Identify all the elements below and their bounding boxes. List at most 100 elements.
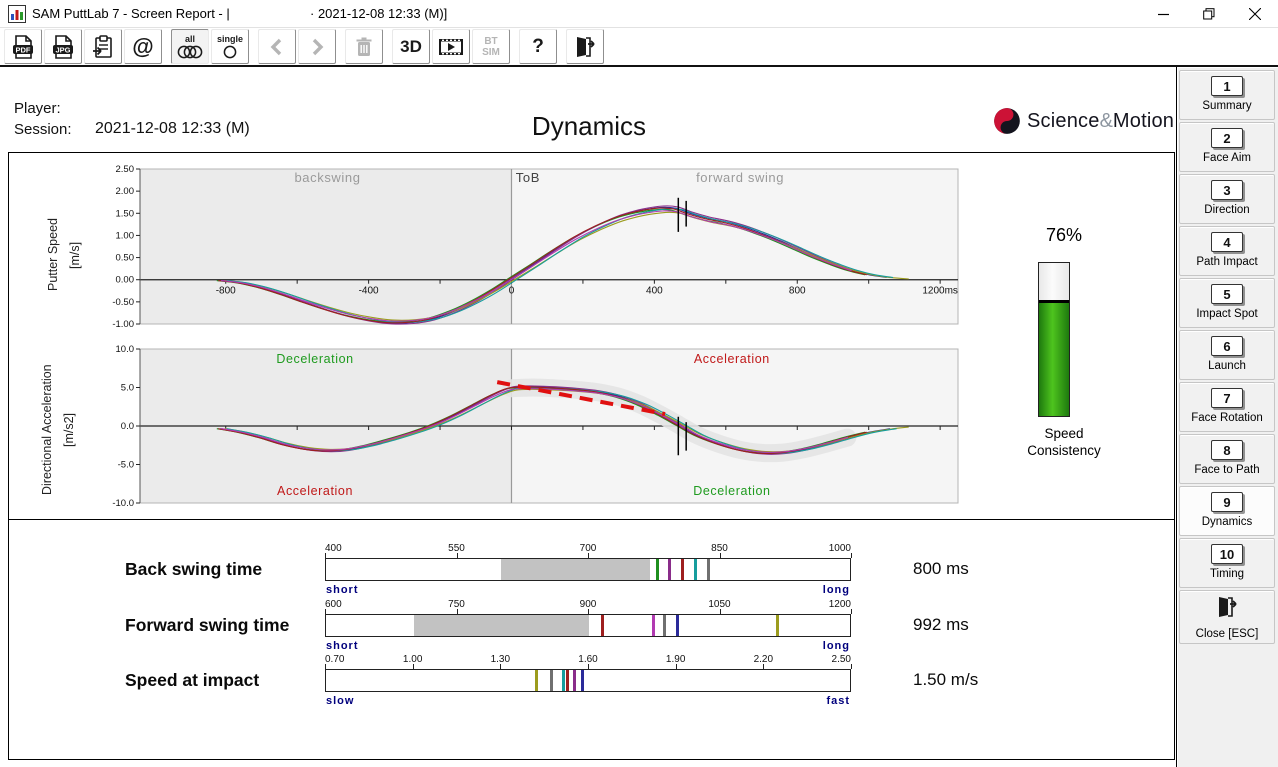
y-tick-label: -1.00 [112,319,134,330]
sidebar-item-dynamics[interactable]: 9 Dynamics [1179,486,1275,536]
sidebar-item-path-impact[interactable]: 4 Path Impact [1179,226,1275,276]
window-title-session: · 2021-12-08 12:33 (M)] [310,6,448,21]
sidebar-item-number: 10 [1211,544,1243,564]
putt-6-curve [218,386,867,455]
exit-button[interactable] [566,29,604,64]
scale-tick-label: 550 [448,543,465,554]
sidebar-item-label: Face Rotation [1191,412,1263,424]
x-tick-label: 400 [646,286,663,297]
sidebar-item-impact-spot[interactable]: 5 Impact Spot [1179,278,1275,328]
sidebar-item-summary[interactable]: 1 Summary [1179,70,1275,120]
sidebar-item-label: Impact Spot [1196,308,1258,320]
range-bar [325,669,851,692]
sidebar-close-button[interactable]: Close [ESC] [1179,590,1275,644]
sidebar-item-direction[interactable]: 3 Direction [1179,174,1275,224]
scale-tick-label: 750 [448,599,465,610]
sidebar-item-timing[interactable]: 10 Timing [1179,538,1275,588]
report-panel-divider [8,519,1175,520]
scale-tick-mark [719,609,721,614]
exit-icon [573,35,597,59]
jpg-export-button[interactable]: JPG [44,29,82,64]
x-tick-label: 0 [509,286,515,297]
sidebar-item-launch[interactable]: 6 Launch [1179,330,1275,380]
putt-marker [680,559,684,580]
zone-label-deceleration: Deceleration [693,484,770,498]
help-icon: ? [532,35,544,57]
zone-label-tob: ToB [516,170,540,185]
sidebar-item-label: Launch [1208,360,1246,372]
scale-tick-label: 1050 [708,599,731,610]
scale-tick-label: 850 [711,543,728,554]
next-icon [307,37,327,57]
pdf-export-icon: PDF [10,34,36,60]
toolbar: PDF JPG @ all single 3D BT SIM? [0,28,1278,67]
speed-consistency-caption: Speed Consistency [1027,426,1101,458]
close-icon [1249,8,1261,20]
sidebar-item-label: Path Impact [1196,256,1258,268]
y-tick-label: 5.0 [121,383,134,394]
zone-label-acceleration: Acceleration [277,484,353,498]
pdf-export-button[interactable]: PDF [4,29,42,64]
email-button[interactable]: @ [124,29,162,64]
y-tick-label: 0.0 [121,421,134,432]
sidebar-item-number: 5 [1211,284,1243,304]
putt-4-curve [224,211,909,321]
scale-tick-label: 1200 [828,599,851,610]
scale-tick-mark [851,664,852,669]
scale-tick-label: 400 [325,543,342,554]
copy-report-icon [90,34,116,60]
scale-tick-label: 1.00 [402,654,423,665]
delete-button[interactable] [345,29,383,64]
scale-tick-label: 1.30 [490,654,511,665]
prev-button[interactable] [258,29,296,64]
accel-axis-unit: [m/s2] [62,412,76,447]
sidebar-item-label: Summary [1202,100,1252,112]
window-title: SAM PuttLab 7 - Screen Report - | [32,6,230,21]
restore-button[interactable] [1186,0,1232,28]
scale-max-label: long [822,640,850,652]
putt-marker [656,559,660,580]
bt-sim-button[interactable]: BT SIM [472,29,510,64]
view-single-button[interactable]: single [211,29,249,64]
sidebar-item-face-to-path[interactable]: 8 Face to Path [1179,434,1275,484]
sidebar-item-number: 3 [1211,180,1243,200]
putt-marker [663,615,667,636]
scale-max-label: long [822,584,850,596]
metric-value: 1.50 m/s [913,670,979,689]
copy-report-button[interactable] [84,29,122,64]
next-button[interactable] [298,29,336,64]
minimize-button[interactable] [1140,0,1186,28]
scale-tick-mark [851,609,852,614]
scale-tick-mark [763,664,765,669]
scale-tick-mark [588,609,589,614]
speed-axis-unit: [m/s] [68,241,82,269]
sidebar-item-face-rotation[interactable]: 7 Face Rotation [1179,382,1275,432]
sidebar-item-number: 6 [1211,336,1243,356]
scale-min-label: short [326,584,359,596]
y-tick-label: 2.50 [116,164,135,175]
sidebar-close-label: Close [ESC] [1195,628,1259,640]
scale-tick-mark [325,553,326,558]
scale-tick-label: 900 [579,599,597,610]
3d-button[interactable]: 3D [392,29,430,64]
scale-tick-mark [851,553,852,558]
zone-label-deceleration: Deceleration [276,352,353,366]
scale-min-label: short [326,640,359,652]
scale-tick-mark [588,553,589,558]
putt-7-curve [221,388,849,453]
putt-marker [580,670,584,691]
view-single-icon: single [216,34,244,59]
close-button[interactable] [1232,0,1278,28]
scale-tick-label: 2.50 [831,654,851,665]
y-tick-label: 0.50 [116,253,135,264]
scale-tick-label: 700 [579,543,597,554]
prev-icon [267,37,287,57]
video-button[interactable] [432,29,470,64]
view-all-button[interactable]: all [171,29,209,64]
help-button[interactable]: ? [519,29,557,64]
scale-tick-label: 2.20 [753,654,774,665]
sidebar-item-face-aim[interactable]: 2 Face Aim [1179,122,1275,172]
sidebar-item-number: 9 [1211,492,1243,512]
range-bar [325,558,851,581]
putt-marker [566,670,570,691]
